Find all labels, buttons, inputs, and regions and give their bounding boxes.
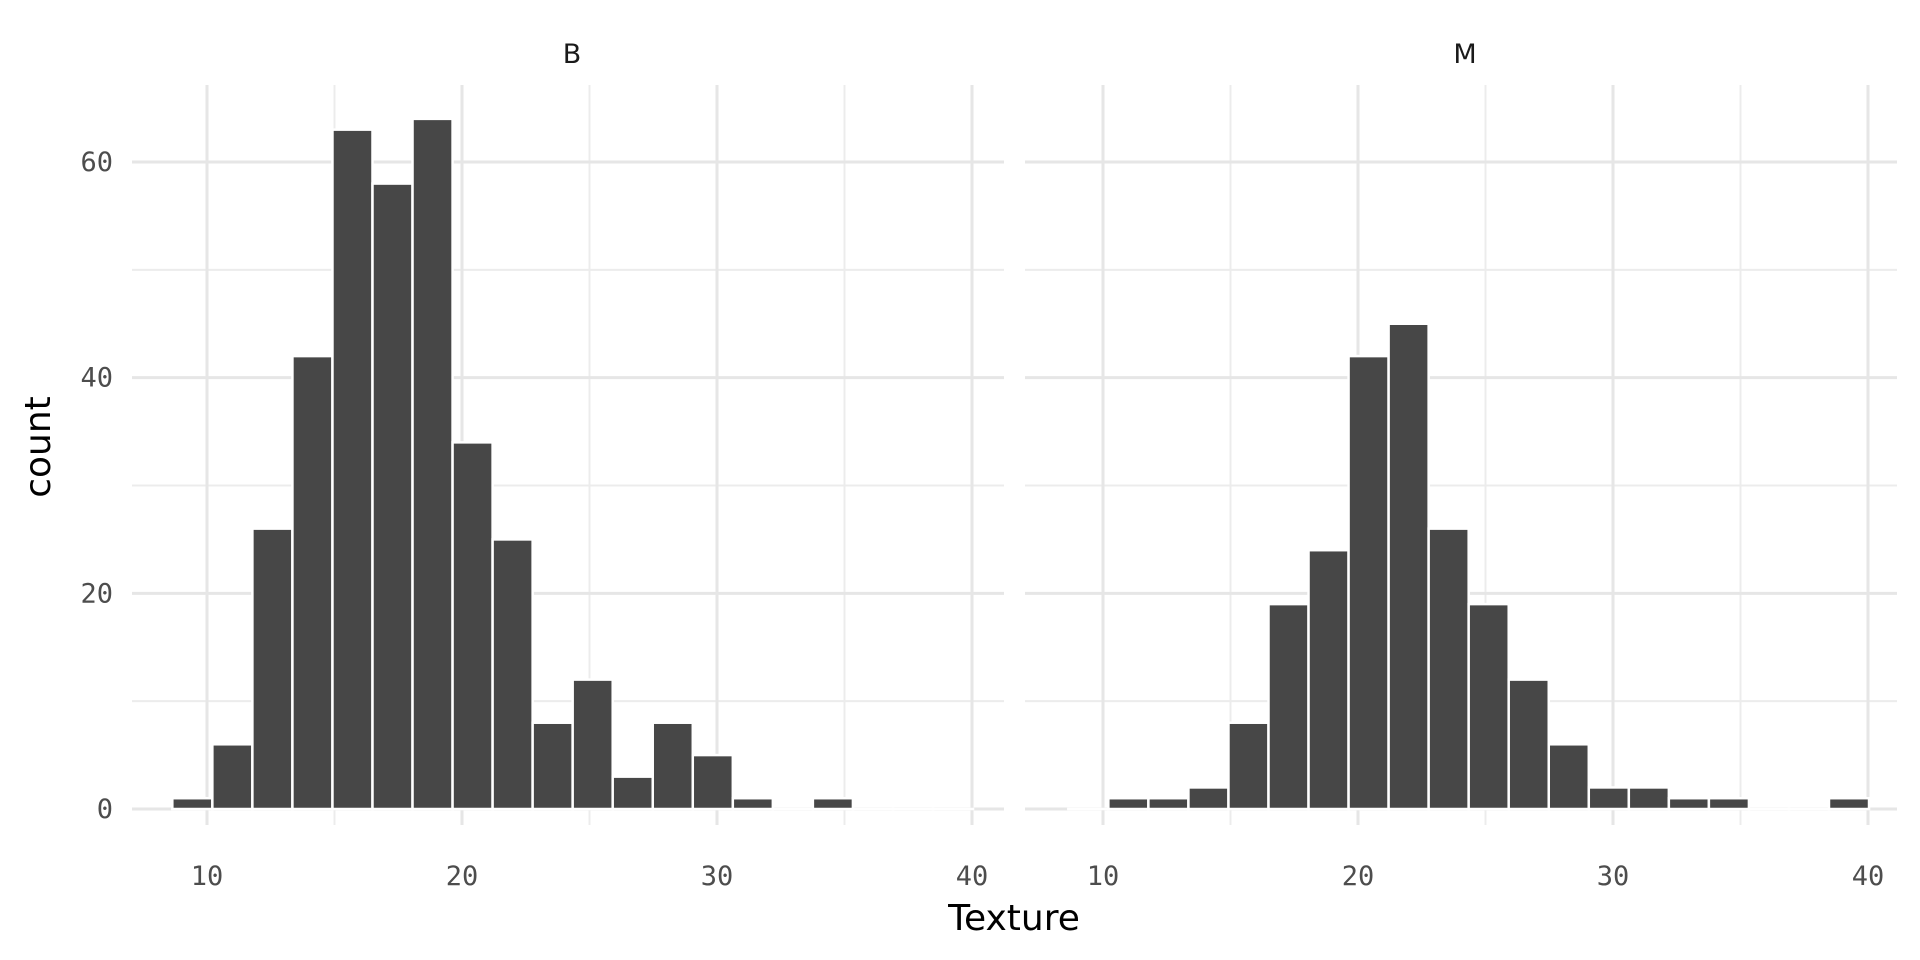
histogram-bar bbox=[611, 775, 654, 811]
histogram-bar bbox=[371, 182, 414, 811]
x-axis-title: Texture bbox=[947, 898, 1080, 939]
y-tick-label: 20 bbox=[80, 578, 113, 609]
histogram-bar bbox=[1667, 796, 1711, 811]
histogram-bar bbox=[211, 743, 254, 811]
histogram-bar bbox=[411, 117, 454, 811]
x-tick-label: 30 bbox=[701, 861, 734, 892]
histogram-bar bbox=[1187, 786, 1230, 811]
histogram-bar bbox=[1707, 796, 1751, 811]
histogram-bar bbox=[451, 441, 494, 811]
histogram-bar bbox=[1627, 786, 1671, 811]
histogram-bar bbox=[1547, 743, 1591, 811]
histogram-bar bbox=[1387, 322, 1430, 811]
x-tick-label: 40 bbox=[1852, 861, 1885, 892]
histogram-bar bbox=[1467, 602, 1510, 811]
histogram-bar bbox=[691, 753, 735, 811]
y-tick-label: 40 bbox=[80, 363, 113, 394]
facet-strip-label: B bbox=[563, 39, 582, 70]
histogram-bar bbox=[1307, 548, 1350, 811]
y-tick-label: 0 bbox=[97, 794, 113, 825]
x-tick-label: 10 bbox=[191, 861, 224, 892]
histogram-bar bbox=[1347, 354, 1390, 811]
histogram-bar bbox=[811, 796, 855, 811]
histogram-bar bbox=[331, 128, 374, 811]
x-tick-label: 40 bbox=[956, 861, 989, 892]
histogram-bar bbox=[1827, 796, 1871, 811]
facet-strip-label: M bbox=[1453, 39, 1476, 70]
histogram-bar bbox=[171, 796, 214, 811]
histogram-bar bbox=[1507, 678, 1550, 811]
histogram-bar bbox=[651, 721, 695, 811]
facet-panel-m: M 10 20 30 40 bbox=[1025, 39, 1897, 892]
facet-panel-b: B 10 20 30 40 0 20 40 60 bbox=[80, 39, 1004, 892]
x-tick-label: 30 bbox=[1597, 861, 1630, 892]
histogram-bar bbox=[1227, 721, 1270, 811]
x-tick-label: 20 bbox=[446, 861, 479, 892]
histogram-bar bbox=[571, 678, 614, 811]
y-tick-label: 60 bbox=[80, 147, 113, 178]
histogram-bar bbox=[1267, 602, 1310, 811]
y-axis-title: count bbox=[18, 396, 59, 498]
histogram-bar bbox=[531, 721, 574, 811]
histogram-bar bbox=[251, 527, 294, 811]
histogram-bar bbox=[1427, 527, 1470, 811]
histogram-bar bbox=[491, 538, 534, 811]
histogram-bar bbox=[731, 796, 775, 811]
histogram-bar bbox=[1147, 796, 1190, 811]
histogram-bar bbox=[1107, 796, 1150, 811]
histogram-bar bbox=[1587, 786, 1631, 811]
histogram-bar bbox=[291, 354, 334, 811]
x-tick-label: 10 bbox=[1087, 861, 1120, 892]
x-tick-label: 20 bbox=[1342, 861, 1375, 892]
